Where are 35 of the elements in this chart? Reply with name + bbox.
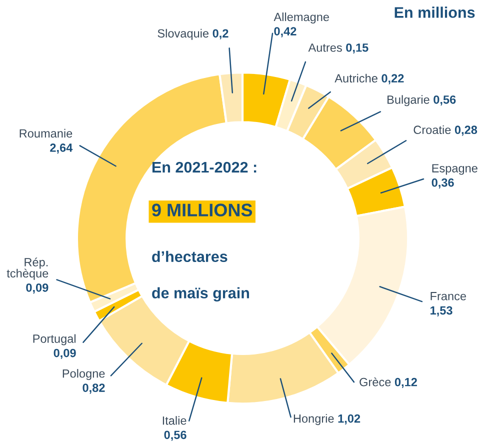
text: 9 MILLIONS bbox=[152, 204, 252, 216]
slice-label: Grèce bbox=[360, 377, 391, 386]
data-label: 0,56 bbox=[164, 430, 186, 441]
data-label: 0,09 bbox=[26, 283, 48, 294]
text: de maïs grain bbox=[152, 287, 249, 302]
data-label: 0,12 bbox=[394, 378, 417, 388]
slice-label: Autriche bbox=[334, 74, 378, 83]
slice-label: Espagne bbox=[432, 164, 478, 175]
text: En 2021-2022 : bbox=[152, 162, 256, 173]
data-label: 0,22 bbox=[382, 74, 404, 84]
data-label: 0,2 bbox=[212, 29, 228, 40]
slice-label: Portugal bbox=[33, 334, 76, 346]
slice-label: Slovaquie bbox=[158, 28, 209, 40]
data-label: 0,56 bbox=[434, 95, 456, 106]
slice-label: Autres bbox=[308, 44, 342, 52]
data-label: 1,53 bbox=[430, 306, 452, 316]
slice-label: Hongrie bbox=[294, 414, 334, 426]
slice-label: Pologne bbox=[62, 369, 105, 380]
data-label: 0,09 bbox=[54, 348, 76, 359]
slice-label: Italie bbox=[162, 416, 186, 425]
slice-label: Rép. tchèque bbox=[6, 258, 48, 280]
data-label: 0,28 bbox=[454, 126, 478, 136]
text: d’hectares bbox=[152, 250, 228, 262]
chart-title: En millions bbox=[394, 6, 475, 18]
slice-label: Allemagne bbox=[274, 12, 329, 24]
data-label: 0,15 bbox=[346, 43, 368, 54]
data-label: 2,64 bbox=[50, 144, 73, 154]
slice-label: Croatie bbox=[414, 125, 451, 134]
data-label: 1,02 bbox=[338, 414, 360, 424]
slice-label: France bbox=[430, 292, 466, 300]
data-label: 0,42 bbox=[274, 27, 296, 38]
slice-label: Bulgarie bbox=[388, 95, 430, 106]
slice-label: Roumanie bbox=[20, 128, 72, 138]
data-label: 0,36 bbox=[432, 178, 454, 188]
data-label: 0,82 bbox=[82, 384, 105, 394]
